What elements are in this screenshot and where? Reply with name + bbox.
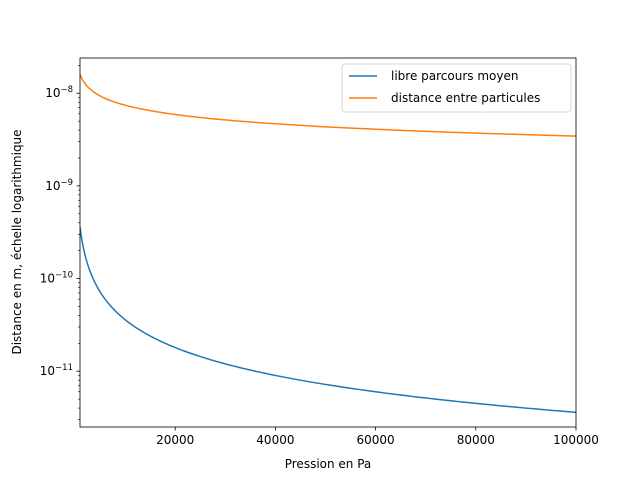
x-axis-label: Pression en Pa: [285, 457, 372, 471]
plot-frame: [79, 57, 577, 428]
y-tick-label: 10−8: [45, 85, 73, 100]
series-line-1: [80, 226, 576, 414]
legend-label-1: libre parcours moyen: [391, 69, 518, 83]
legend-box: [341, 63, 572, 113]
legend: libre parcours moyen distance entre parti…: [341, 63, 572, 113]
x-tick-label: 100000: [553, 433, 599, 447]
y-axis: 10−11 10−10 10−9 10−8: [40, 65, 80, 420]
y-tick-label: 10−9: [45, 178, 73, 193]
y-axis-label: Distance en m, échelle logarithmique: [10, 129, 24, 354]
y-tick-label: 10−11: [40, 363, 73, 378]
x-tick-label: 40000: [256, 433, 294, 447]
y-tick-label: 10−10: [40, 271, 73, 286]
x-tick-label: 80000: [457, 433, 495, 447]
x-tick-label: 20000: [156, 433, 194, 447]
x-tick-label: 60000: [357, 433, 395, 447]
legend-label-2: distance entre particules: [391, 91, 540, 105]
series-line-2: [80, 74, 576, 137]
x-axis: 20000 40000 60000 80000 100000: [156, 427, 599, 447]
series-layer: [80, 74, 576, 414]
